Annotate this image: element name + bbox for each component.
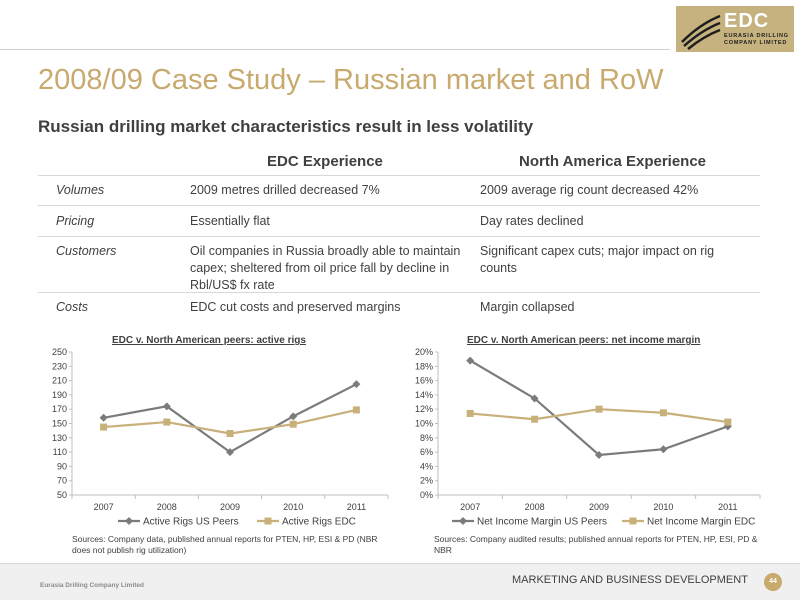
y-tick-label: 70 [57, 476, 67, 486]
edc-customers-cell: Oil companies in Russia broadly able to … [190, 244, 461, 292]
net-income-margin-chart: 0% 2% 4% 6% 8% 10% 12% 14% 16% 18% 20% 2007 2008 2009… [415, 347, 761, 528]
data-point-diamond [289, 412, 298, 421]
legend-label: Net Income Margin US Peers [477, 517, 607, 528]
series-line [103, 408, 357, 435]
x-tick-label: 2008 [525, 502, 545, 512]
data-point-diamond [723, 422, 732, 431]
slide-title: 2008/09 Case Study – Russian market and … [38, 64, 664, 96]
data-point-square [724, 418, 732, 426]
y-tick-label: 130 [52, 433, 67, 443]
legend-marker-diamond [459, 517, 467, 525]
x-tick-label: 2010 [283, 502, 303, 512]
y-tick-label: 2% [420, 476, 433, 486]
y-tick-label: 10% [415, 419, 433, 429]
footer-department: MARKETING AND BUSINESS DEVELOPMENT [512, 574, 748, 586]
na-volumes-cell: 2009 average rig count decreased 42% [480, 183, 699, 197]
legend-marker-diamond [125, 517, 133, 525]
data-point-diamond [226, 448, 234, 457]
na-costs-cell: Margin collapsed [480, 300, 575, 314]
edc-pricing-cell: Essentially flat [190, 214, 270, 228]
logo-swoosh-icon [681, 14, 721, 50]
na-pricing-cell: Day rates declined [480, 214, 584, 228]
y-tick-label: 4% [420, 461, 433, 471]
table-divider [38, 292, 760, 293]
y-tick-label: 210 [52, 376, 67, 386]
data-point-square [659, 409, 667, 417]
active-rigs-source: Sources: Company data, published annual … [72, 534, 378, 555]
slide-subtitle: Russian drilling market characteristics … [38, 117, 534, 136]
data-point-square [531, 415, 539, 423]
y-tick-label: 6% [420, 447, 433, 457]
data-point-diamond [595, 450, 603, 459]
data-point-diamond [659, 445, 668, 454]
x-tick-label: 2011 [718, 502, 737, 512]
y-tick-label: 20% [415, 347, 433, 357]
logo-wordmark: EDC [724, 10, 770, 32]
y-tick-label: 14% [415, 390, 433, 400]
active-rigs-chart-title: EDC v. North American peers: active rigs [112, 335, 306, 346]
data-point-diamond [99, 413, 108, 422]
y-tick-label: 18% [415, 361, 433, 371]
y-tick-label: 12% [415, 404, 433, 414]
y-tick-label: 50 [57, 490, 67, 500]
table-divider [38, 175, 760, 176]
y-tick-label: 16% [415, 376, 433, 386]
y-tick-label: 110 [53, 447, 67, 457]
edc-volumes-cell: 2009 metres drilled decreased 7% [190, 183, 380, 197]
logo-subtext: EURASIA DRILLING COMPANY LIMITED [724, 33, 789, 46]
data-point-diamond [530, 394, 539, 403]
table-divider [38, 205, 760, 206]
row-label-volumes: Volumes [56, 183, 105, 197]
active-rigs-chart: 50 70 90 110 130 150 170 190 210 230 250 2007 2008 20… [52, 347, 389, 528]
data-point-square [226, 430, 234, 438]
company-logo: EDC EURASIA DRILLING COMPANY LIMITED [676, 6, 794, 52]
na-customers-cell: Significant capex cuts; major impact on … [480, 244, 715, 275]
x-tick-label: 2007 [94, 502, 114, 512]
y-tick-label: 250 [52, 347, 67, 357]
net-income-source: Sources: Company audited results; publis… [434, 534, 758, 555]
na-experience-header: North America Experience [519, 153, 707, 170]
header-rule [0, 49, 670, 50]
table-divider [38, 236, 760, 237]
legend-label: Active Rigs EDC [282, 517, 356, 528]
y-tick-label: 190 [52, 390, 67, 400]
x-tick-label: 2008 [157, 502, 177, 512]
row-label-pricing: Pricing [56, 214, 95, 228]
data-point-diamond [466, 356, 475, 365]
legend-label: Active Rigs US Peers [143, 517, 239, 528]
x-tick-label: 2011 [347, 502, 366, 512]
data-point-square [352, 406, 360, 414]
edc-experience-header: EDC Experience [267, 153, 383, 170]
legend-label: Net Income Margin EDC [647, 517, 755, 528]
net-income-chart-title: EDC v. North American peers: net income … [467, 335, 701, 346]
y-tick-label: 230 [52, 361, 67, 371]
x-tick-label: 2009 [220, 502, 240, 512]
row-label-costs: Costs [56, 300, 88, 314]
data-point-diamond [162, 402, 171, 411]
data-point-square [595, 405, 603, 413]
data-point-square [163, 418, 171, 426]
data-point-square [466, 409, 474, 417]
footer-bar [0, 563, 800, 600]
y-tick-label: 170 [52, 404, 67, 414]
x-tick-label: 2009 [589, 502, 609, 512]
row-label-customers: Customers [56, 244, 117, 258]
data-point-square [289, 420, 297, 428]
data-point-square [100, 423, 108, 431]
y-tick-label: 8% [420, 433, 433, 443]
x-tick-label: 2010 [653, 502, 673, 512]
y-tick-label: 0% [420, 490, 433, 500]
x-tick-label: 2007 [460, 502, 480, 512]
legend-marker-square [629, 517, 637, 525]
legend-marker-square [264, 517, 272, 525]
edc-costs-cell: EDC cut costs and preserved margins [190, 300, 401, 314]
y-tick-label: 150 [52, 419, 67, 429]
y-tick-label: 90 [57, 461, 67, 471]
page-number-badge: 44 [764, 573, 782, 591]
data-point-diamond [352, 380, 361, 389]
footer-company-name: Eurasia Drilling Company Limited [40, 582, 145, 589]
